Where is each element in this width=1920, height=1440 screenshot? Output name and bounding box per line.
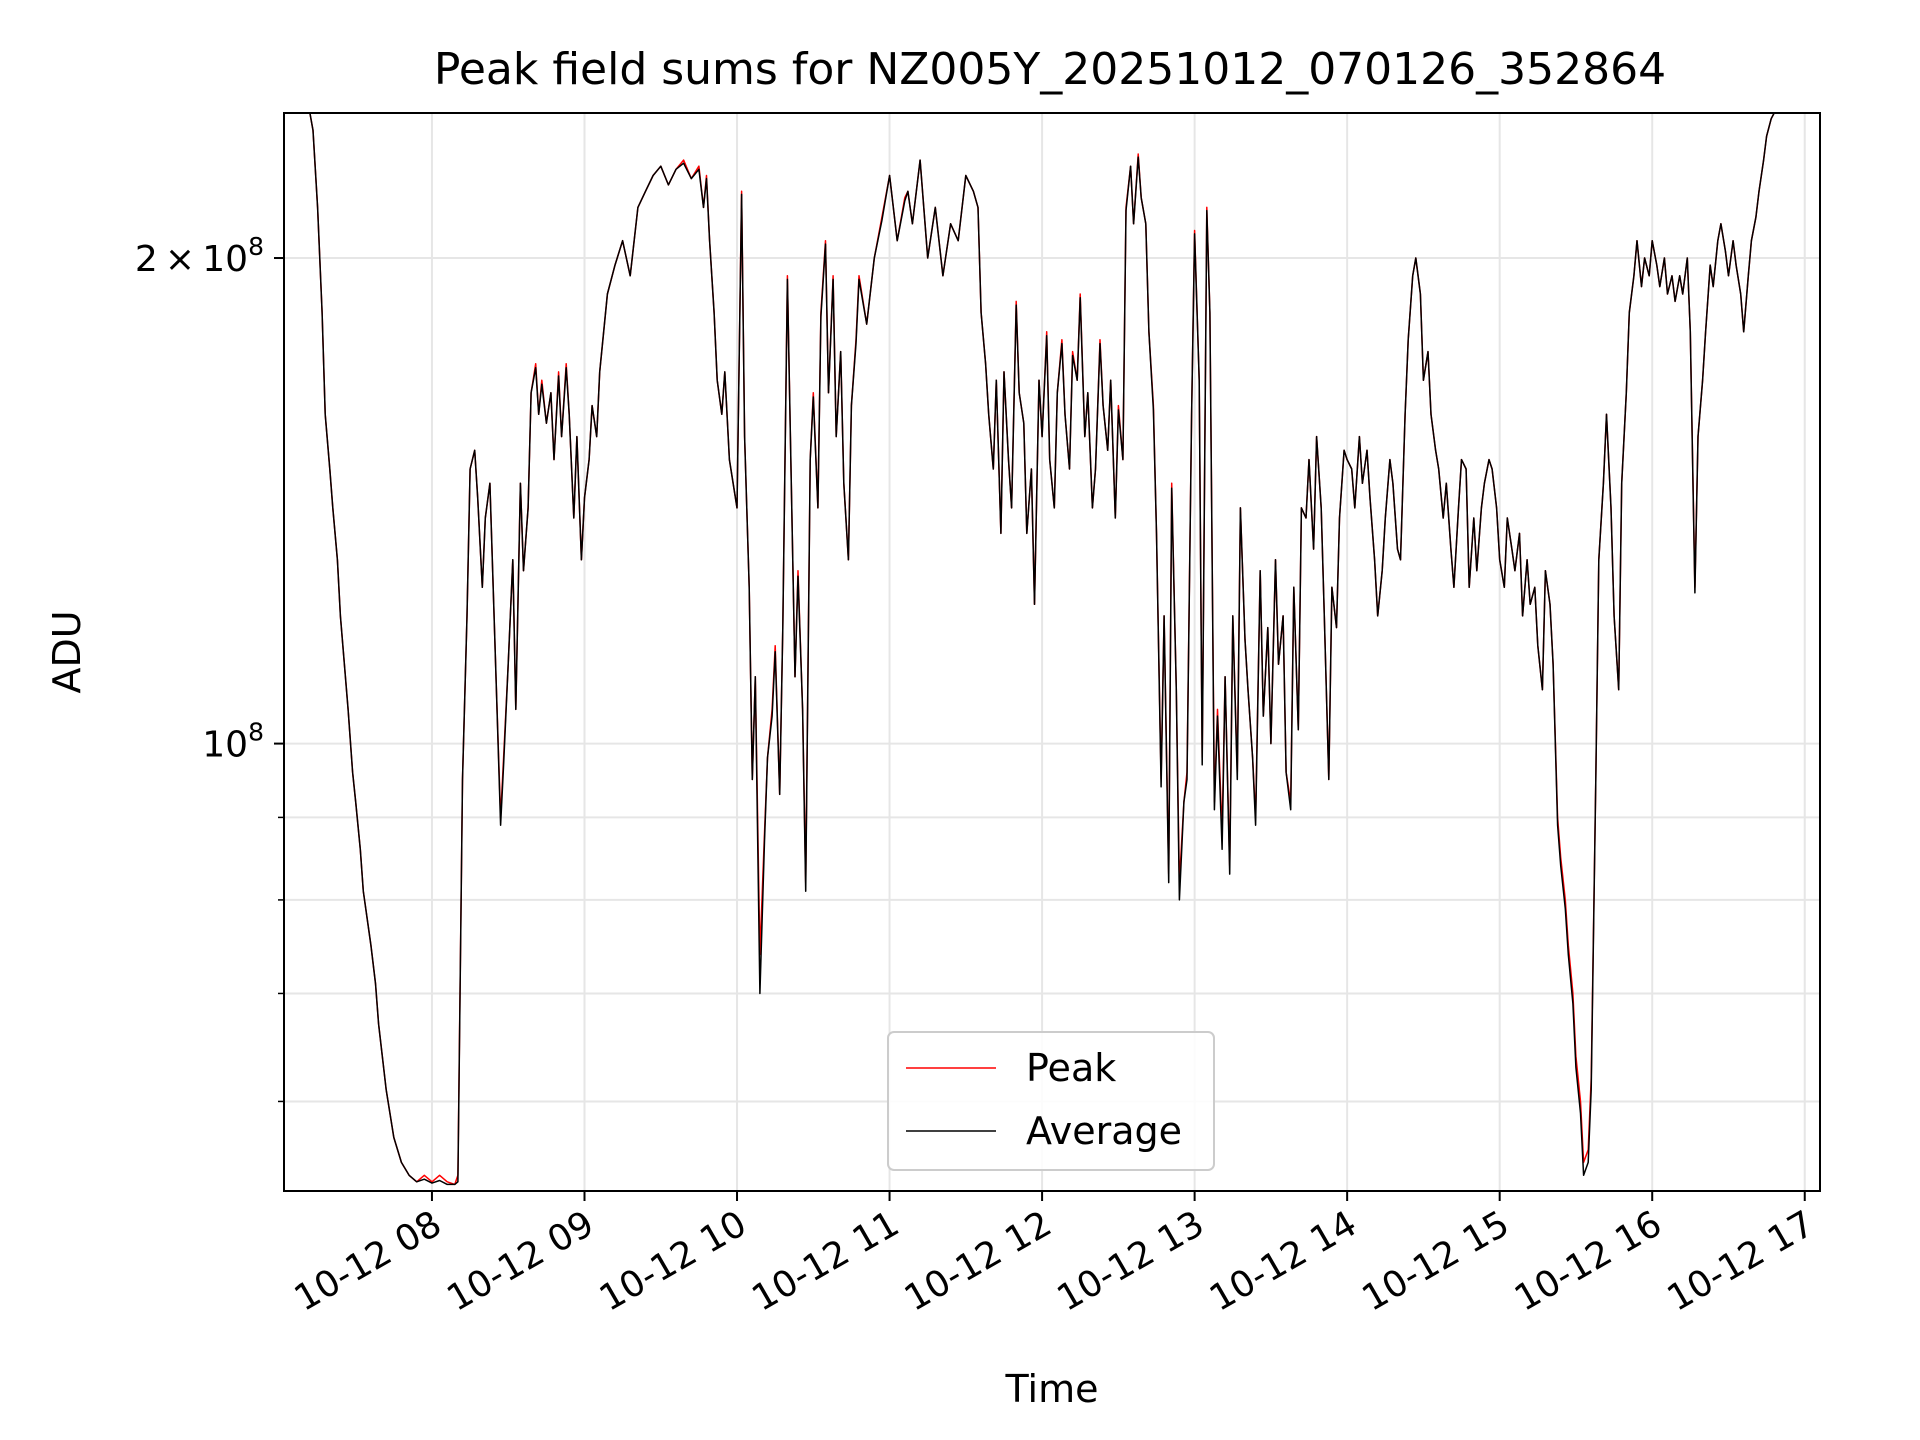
y-tick-exponent: 8 [248, 232, 264, 261]
chart-title: Peak field sums for NZ005Y_20251012_0701… [434, 44, 1666, 95]
x-axis-label: Time [1005, 1367, 1099, 1411]
y-tick-base: 10 [202, 725, 248, 766]
series-layer [284, 113, 1775, 1186]
y-tick-label: 108 [202, 718, 264, 766]
series-line-average [284, 113, 1775, 1186]
y-tick-exponent: 8 [248, 718, 264, 747]
legend-average-label: Average [1026, 1109, 1182, 1153]
legend-box [887, 1031, 1215, 1171]
y-tick-mantissa: 2 [135, 239, 158, 280]
plot-area-frame [283, 112, 1821, 1192]
y-tick-label: 2 × 108 [135, 232, 264, 280]
legend-peak-label: Peak [1026, 1046, 1116, 1090]
y-axis-label: ADU [45, 610, 89, 693]
y-tick-times: × 10 [158, 239, 248, 280]
legend: Peak Average [887, 1031, 1215, 1171]
